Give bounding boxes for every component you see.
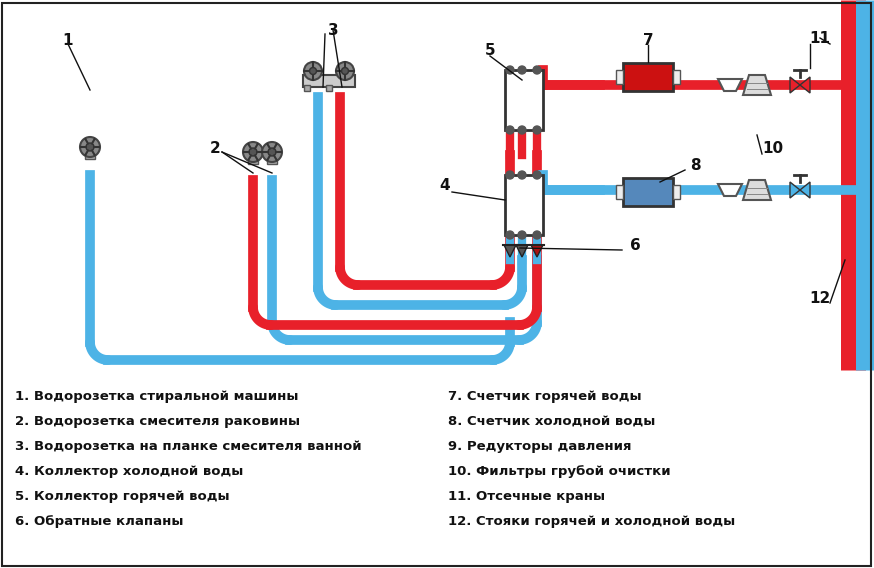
- Bar: [304, 85, 310, 91]
- Text: 6: 6: [629, 237, 641, 253]
- Bar: [505, 175, 543, 235]
- Circle shape: [518, 231, 526, 239]
- Text: 10: 10: [762, 140, 784, 156]
- Text: 8. Счетчик холодной воды: 8. Счетчик холодной воды: [448, 415, 656, 428]
- Circle shape: [336, 62, 354, 80]
- Polygon shape: [743, 180, 771, 200]
- Bar: [267, 156, 277, 164]
- Bar: [623, 178, 673, 206]
- Text: 6. Обратные клапаны: 6. Обратные клапаны: [15, 515, 184, 528]
- Polygon shape: [718, 184, 742, 196]
- Bar: [616, 70, 623, 84]
- Text: 11. Отсечные краны: 11. Отсечные краны: [448, 490, 605, 503]
- Circle shape: [518, 66, 526, 74]
- Circle shape: [518, 126, 526, 134]
- Text: 3. Водорозетка на планке смесителя ванной: 3. Водорозетка на планке смесителя ванно…: [15, 440, 362, 453]
- Text: 12: 12: [809, 290, 830, 306]
- Bar: [326, 85, 332, 91]
- Polygon shape: [800, 182, 810, 198]
- Circle shape: [268, 148, 276, 156]
- Text: 7. Счетчик горячей воды: 7. Счетчик горячей воды: [448, 390, 642, 403]
- Text: 5: 5: [485, 43, 496, 57]
- Text: 8: 8: [690, 157, 700, 173]
- Text: 1: 1: [63, 32, 73, 48]
- Circle shape: [80, 137, 100, 157]
- Circle shape: [506, 171, 514, 179]
- Circle shape: [533, 231, 541, 239]
- Bar: [85, 151, 95, 159]
- Circle shape: [533, 126, 541, 134]
- Circle shape: [243, 142, 263, 162]
- Bar: [303, 75, 355, 87]
- Polygon shape: [718, 79, 742, 91]
- Text: 4: 4: [440, 178, 450, 193]
- Text: 4. Коллектор холодной воды: 4. Коллектор холодной воды: [15, 465, 243, 478]
- Polygon shape: [743, 75, 771, 95]
- Text: 1. Водорозетка стиральной машины: 1. Водорозетка стиральной машины: [15, 390, 299, 403]
- Polygon shape: [504, 245, 516, 257]
- Bar: [673, 70, 680, 84]
- Polygon shape: [790, 77, 800, 93]
- Polygon shape: [790, 182, 800, 198]
- Polygon shape: [800, 77, 810, 93]
- Circle shape: [506, 66, 514, 74]
- Circle shape: [342, 68, 349, 74]
- Circle shape: [249, 148, 257, 156]
- Text: 12. Стояки горячей и холодной воды: 12. Стояки горячей и холодной воды: [448, 515, 735, 528]
- Bar: [616, 185, 623, 199]
- Bar: [248, 156, 258, 164]
- Circle shape: [518, 171, 526, 179]
- Circle shape: [533, 66, 541, 74]
- Text: 5. Коллектор горячей воды: 5. Коллектор горячей воды: [15, 490, 230, 503]
- Circle shape: [262, 142, 282, 162]
- Polygon shape: [516, 245, 528, 257]
- Circle shape: [506, 231, 514, 239]
- Text: 9. Редукторы давления: 9. Редукторы давления: [448, 440, 632, 453]
- Bar: [505, 70, 543, 130]
- Text: 2. Водорозетка смесителя раковины: 2. Водорозетка смесителя раковины: [15, 415, 300, 428]
- Circle shape: [86, 143, 94, 151]
- Circle shape: [309, 68, 316, 74]
- Text: 3: 3: [328, 23, 338, 37]
- Polygon shape: [531, 245, 543, 257]
- Bar: [673, 185, 680, 199]
- Bar: [623, 63, 673, 91]
- Circle shape: [506, 126, 514, 134]
- Text: 7: 7: [642, 32, 653, 48]
- Text: 2: 2: [210, 140, 220, 156]
- Circle shape: [304, 62, 322, 80]
- Circle shape: [533, 171, 541, 179]
- Text: 11: 11: [809, 31, 830, 45]
- Text: 10. Фильтры грубой очистки: 10. Фильтры грубой очистки: [448, 465, 670, 478]
